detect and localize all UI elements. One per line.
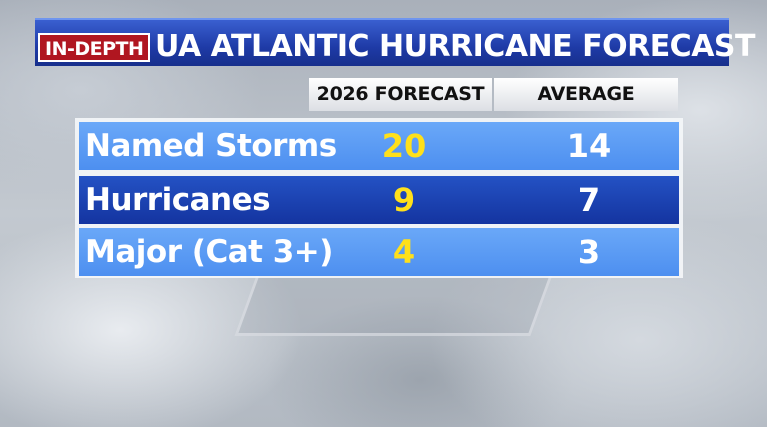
table-row: Named Storms 20 14 [79,122,679,170]
row-label: Named Storms [85,128,337,164]
table: Named Storms 20 14 Hurricanes 9 7 Major … [75,118,683,278]
average-value: 14 [566,127,612,165]
average-value: 7 [577,181,601,219]
title: UA ATLANTIC HURRICANE FORECAST [155,29,756,64]
badge: IN-DEPTH [38,33,151,62]
forecast-value: 20 [381,127,427,165]
table-row: Major (Cat 3+) 4 3 [79,228,679,276]
column-header: 2026 FORECAST [309,78,492,111]
average-value: 3 [577,233,601,271]
title-bar: IN-DEPTH UA ATLANTIC HURRICANE FORECAST [35,18,756,66]
column-header: AVERAGE [494,78,678,111]
row-label: Hurricanes [85,182,271,218]
forecast-value: 9 [392,181,416,219]
forecast-value: 4 [392,233,416,271]
table-row: Hurricanes 9 7 [79,176,679,224]
row-label: Major (Cat 3+) [85,234,333,270]
